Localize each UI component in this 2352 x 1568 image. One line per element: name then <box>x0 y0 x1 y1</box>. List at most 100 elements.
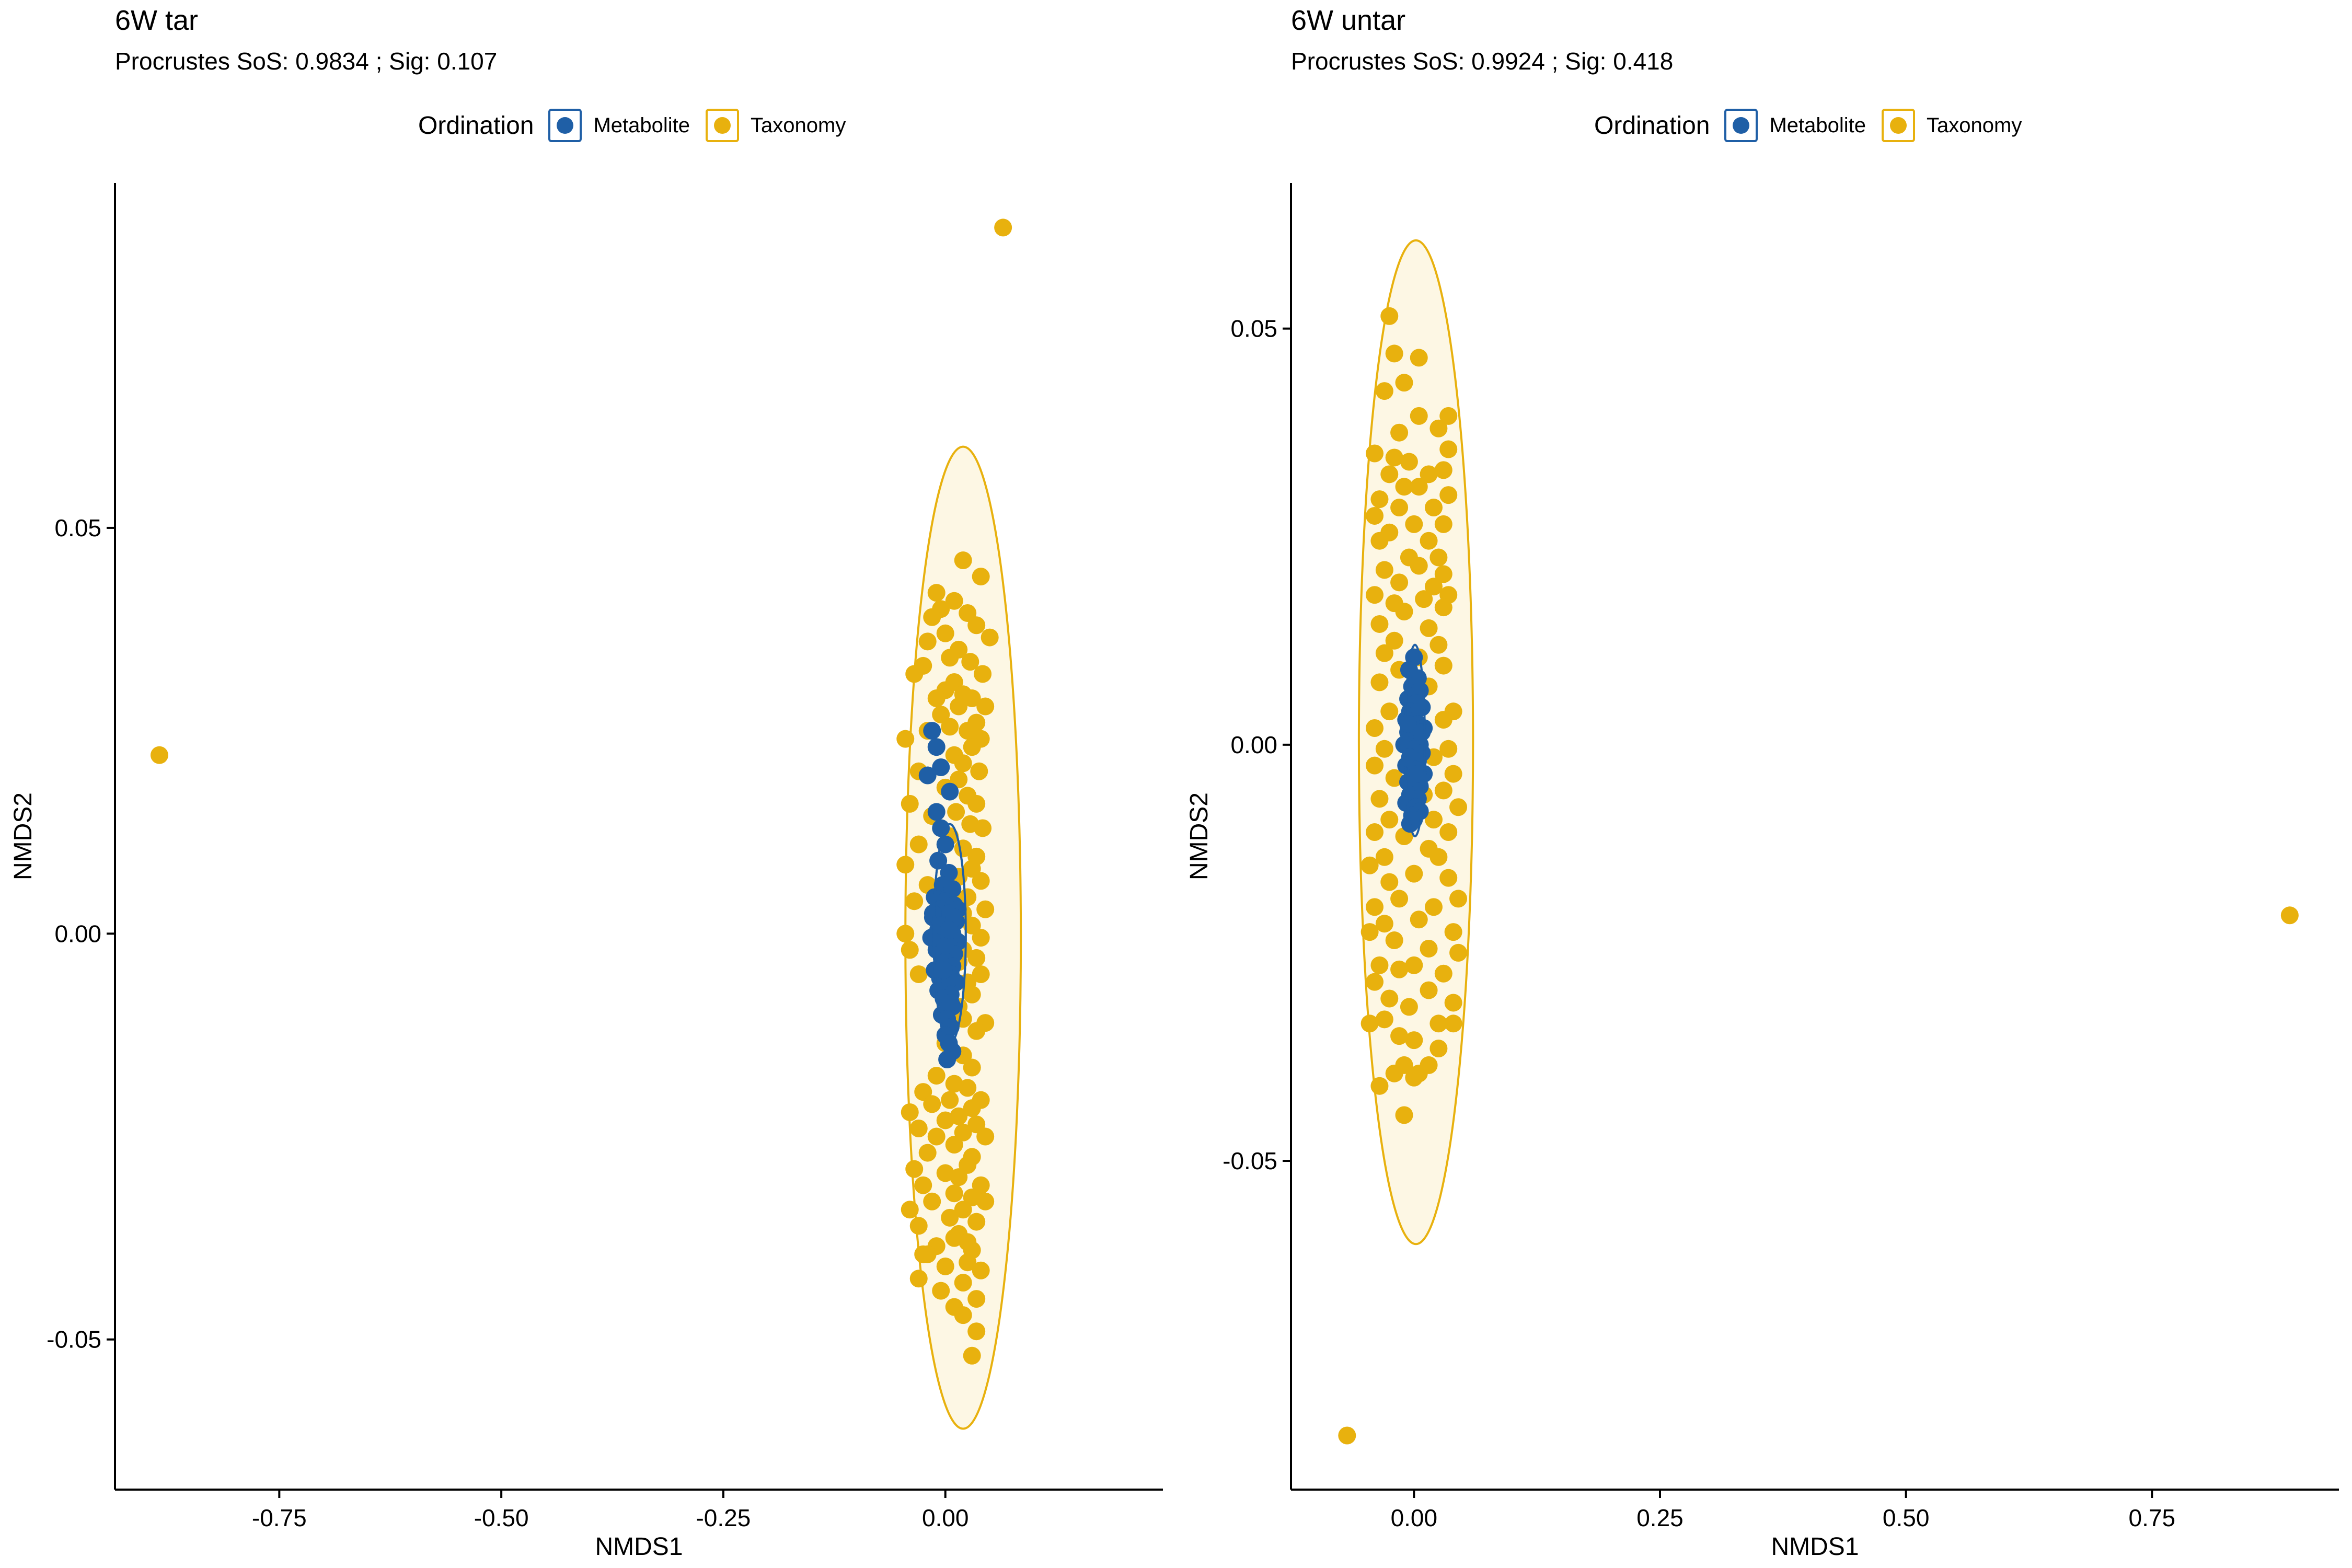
data-point <box>1380 307 1399 325</box>
data-point <box>1405 1068 1423 1087</box>
data-point <box>1439 869 1458 887</box>
data-point <box>1424 898 1443 916</box>
data-point <box>150 746 168 764</box>
data-point <box>1370 490 1389 509</box>
data-point <box>1409 765 1427 783</box>
legend-item-metabolite: Metabolite <box>1724 109 1866 142</box>
x-tick-label: -0.50 <box>474 1504 529 1531</box>
data-point <box>994 218 1012 237</box>
data-point <box>1444 923 1462 941</box>
data-point <box>954 1123 972 1142</box>
data-point <box>905 892 924 910</box>
data-point <box>932 819 950 837</box>
legend: Ordination Metabolite Taxonomy <box>1594 105 2037 146</box>
data-point <box>941 1208 959 1227</box>
data-point <box>923 1192 941 1210</box>
data-point <box>954 754 972 773</box>
data-point <box>972 872 990 890</box>
data-point <box>918 632 937 651</box>
data-point <box>941 994 960 1012</box>
data-point <box>932 706 950 724</box>
data-point <box>1375 848 1393 866</box>
legend-title: Ordination <box>418 111 534 140</box>
data-point <box>918 766 937 785</box>
chart-subtitle: Procrustes SoS: 0.9924 ; Sig: 0.418 <box>1291 48 1674 75</box>
data-point <box>1405 956 1423 974</box>
data-point <box>959 888 977 906</box>
data-point <box>1439 407 1458 425</box>
data-point <box>954 1306 972 1324</box>
data-point <box>976 1127 995 1146</box>
data-point <box>967 1290 986 1308</box>
legend-dot-icon <box>557 117 574 134</box>
data-point <box>914 1176 932 1194</box>
data-point <box>938 1051 956 1069</box>
data-point <box>1434 515 1452 533</box>
data-point <box>1370 1077 1389 1095</box>
data-point <box>963 916 981 935</box>
x-tick-label: 0.25 <box>1636 1504 1684 1531</box>
data-point <box>1375 915 1393 933</box>
data-point <box>967 1213 986 1231</box>
data-point <box>1390 960 1409 978</box>
data-point <box>1420 532 1438 550</box>
y-axis-title: NMDS2 <box>1185 792 1213 880</box>
data-point <box>1410 349 1428 367</box>
data-point <box>896 856 915 874</box>
data-point <box>1439 440 1458 458</box>
data-point <box>1420 619 1438 637</box>
series-taxonomy <box>150 218 1012 1365</box>
legend-label: Taxonomy <box>751 113 846 137</box>
data-point <box>1366 823 1384 841</box>
data-point <box>1366 898 1384 916</box>
data-point <box>1424 499 1443 517</box>
y-tick-label: 0.00 <box>1230 731 1277 758</box>
x-tick-label: -0.75 <box>252 1504 307 1531</box>
data-point <box>1366 756 1384 775</box>
data-point <box>945 1184 963 1203</box>
data-point <box>1395 603 1413 621</box>
data-point <box>974 819 992 837</box>
x-tick-label: 0.75 <box>2129 1504 2176 1531</box>
legend-title: Ordination <box>1594 111 1710 140</box>
data-point <box>932 1282 950 1300</box>
series-metabolite <box>918 722 967 1069</box>
data-point <box>941 1091 959 1109</box>
data-point <box>967 616 986 635</box>
legend-key-metabolite <box>1724 109 1758 142</box>
data-point <box>1439 486 1458 504</box>
data-point <box>1434 461 1452 479</box>
scatter-plot-6w-tar: -0.75 -0.50 -0.25 0.00 -0.05 0.00 0.05 NMDS1 NMD… <box>9 183 1163 1561</box>
data-point <box>1434 598 1452 617</box>
data-point <box>954 1201 972 1219</box>
legend-label: Metabolite <box>593 113 690 137</box>
data-point <box>936 937 954 955</box>
legend-dot-icon <box>714 117 731 134</box>
data-point <box>1366 444 1384 463</box>
data-point <box>1449 890 1468 908</box>
data-point <box>918 1144 937 1162</box>
data-point <box>1410 557 1428 575</box>
data-point <box>1424 578 1443 596</box>
series-taxonomy <box>1338 307 2299 1445</box>
data-point <box>1380 702 1399 721</box>
data-point <box>940 920 958 939</box>
data-point <box>1395 1106 1413 1124</box>
data-point <box>1361 923 1379 941</box>
data-point <box>945 592 963 610</box>
data-point <box>1429 848 1448 866</box>
data-point <box>927 689 946 708</box>
y-tick-label: 0.00 <box>54 920 101 947</box>
data-point <box>981 628 999 647</box>
ellipse-metabolite-outline <box>932 823 967 1044</box>
data-point <box>1361 1014 1379 1033</box>
data-point <box>1380 811 1399 829</box>
data-point <box>959 604 977 622</box>
data-point <box>927 738 946 756</box>
data-point <box>963 1058 981 1077</box>
data-point <box>1410 478 1428 496</box>
data-point <box>950 697 968 716</box>
x-tick-label: 0.00 <box>922 1504 969 1531</box>
data-point <box>1410 910 1428 929</box>
data-point <box>927 803 946 821</box>
